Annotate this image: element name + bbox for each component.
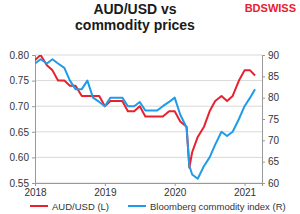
tick: 85 (262, 71, 280, 82)
tick-label: 0.70 (10, 101, 30, 112)
tick: 0.55 (10, 178, 35, 189)
grid (35, 55, 262, 183)
tick-mark (32, 157, 35, 158)
tick-mark (32, 106, 35, 107)
tick-mark (262, 183, 265, 184)
legend-label: AUD/USD (L) (52, 201, 109, 212)
grid-line (35, 157, 262, 158)
tick: 0.80 (10, 50, 35, 61)
tick-mark (105, 183, 106, 186)
tick-label: 0.80 (10, 50, 30, 61)
legend-swatch (30, 205, 48, 207)
tick: 80 (262, 92, 280, 103)
chart: AUD/USD vscommodity pricesBDSWISS2018201… (0, 0, 300, 214)
tick-mark (32, 132, 35, 133)
tick-label: 2020 (164, 187, 187, 198)
tick-label: 0.65 (10, 127, 30, 138)
tick-label: 65 (268, 156, 280, 167)
series-line (35, 59, 255, 178)
tick-mark (262, 140, 265, 141)
tick-mark (175, 183, 176, 186)
tick: 90 (262, 50, 280, 61)
tick: 70 (262, 135, 280, 146)
axis-line (32, 56, 36, 184)
tick-mark (32, 55, 35, 56)
tick-label: 2018 (24, 187, 47, 198)
tick: 60 (262, 178, 280, 189)
legend-swatch (128, 205, 146, 207)
tick: 65 (262, 156, 280, 167)
tick-label: 80 (268, 92, 280, 103)
tick-mark (32, 183, 35, 184)
title: AUD/USD vs (93, 1, 176, 17)
tick: 0.60 (10, 152, 35, 163)
tick-label: 0.60 (10, 152, 30, 163)
tick: 2020 (164, 183, 187, 198)
y2-axis: 60 65 70 75 80 85 90 (262, 50, 280, 189)
tick-label: 0.55 (10, 178, 30, 189)
tick-label: 75 (268, 114, 280, 125)
tick: 0.65 (10, 127, 35, 138)
tick-mark (262, 162, 265, 163)
tick-label: 85 (268, 71, 280, 82)
tick: 0.70 (10, 101, 35, 112)
tick-label: 70 (268, 135, 280, 146)
tick: 2021 (234, 183, 257, 198)
legend: AUD/USD (L) Bloomberg commodity index (R) (30, 201, 286, 212)
y-axis: 0.55 0.60 0.65 0.70 0.75 0.80 (10, 50, 36, 189)
grid-line (35, 131, 262, 132)
title: commodity prices (75, 17, 195, 33)
x-axis: 2018 2019 2020 2021 (24, 183, 262, 198)
logo: BDSWISS (245, 2, 296, 14)
tick-label: 0.75 (10, 75, 30, 86)
tick: 75 (262, 114, 280, 125)
tick-mark (245, 183, 246, 186)
tick-mark (262, 76, 265, 77)
tick-label: 60 (268, 178, 280, 189)
tick-mark (32, 81, 35, 82)
grid-line (35, 106, 262, 107)
axis-line (36, 184, 263, 187)
tick: 2019 (94, 183, 117, 198)
tick-label: 2019 (94, 187, 117, 198)
grid-line (35, 55, 262, 56)
tick-label: 2021 (234, 187, 257, 198)
tick-mark (262, 119, 265, 120)
tick: 0.75 (10, 75, 35, 86)
plot-area (35, 55, 255, 179)
tick-mark (262, 55, 265, 56)
legend-label: Bloomberg commodity index (R) (150, 201, 286, 212)
tick-mark (262, 98, 265, 99)
axis-line (263, 56, 266, 184)
tick-label: 90 (268, 50, 280, 61)
